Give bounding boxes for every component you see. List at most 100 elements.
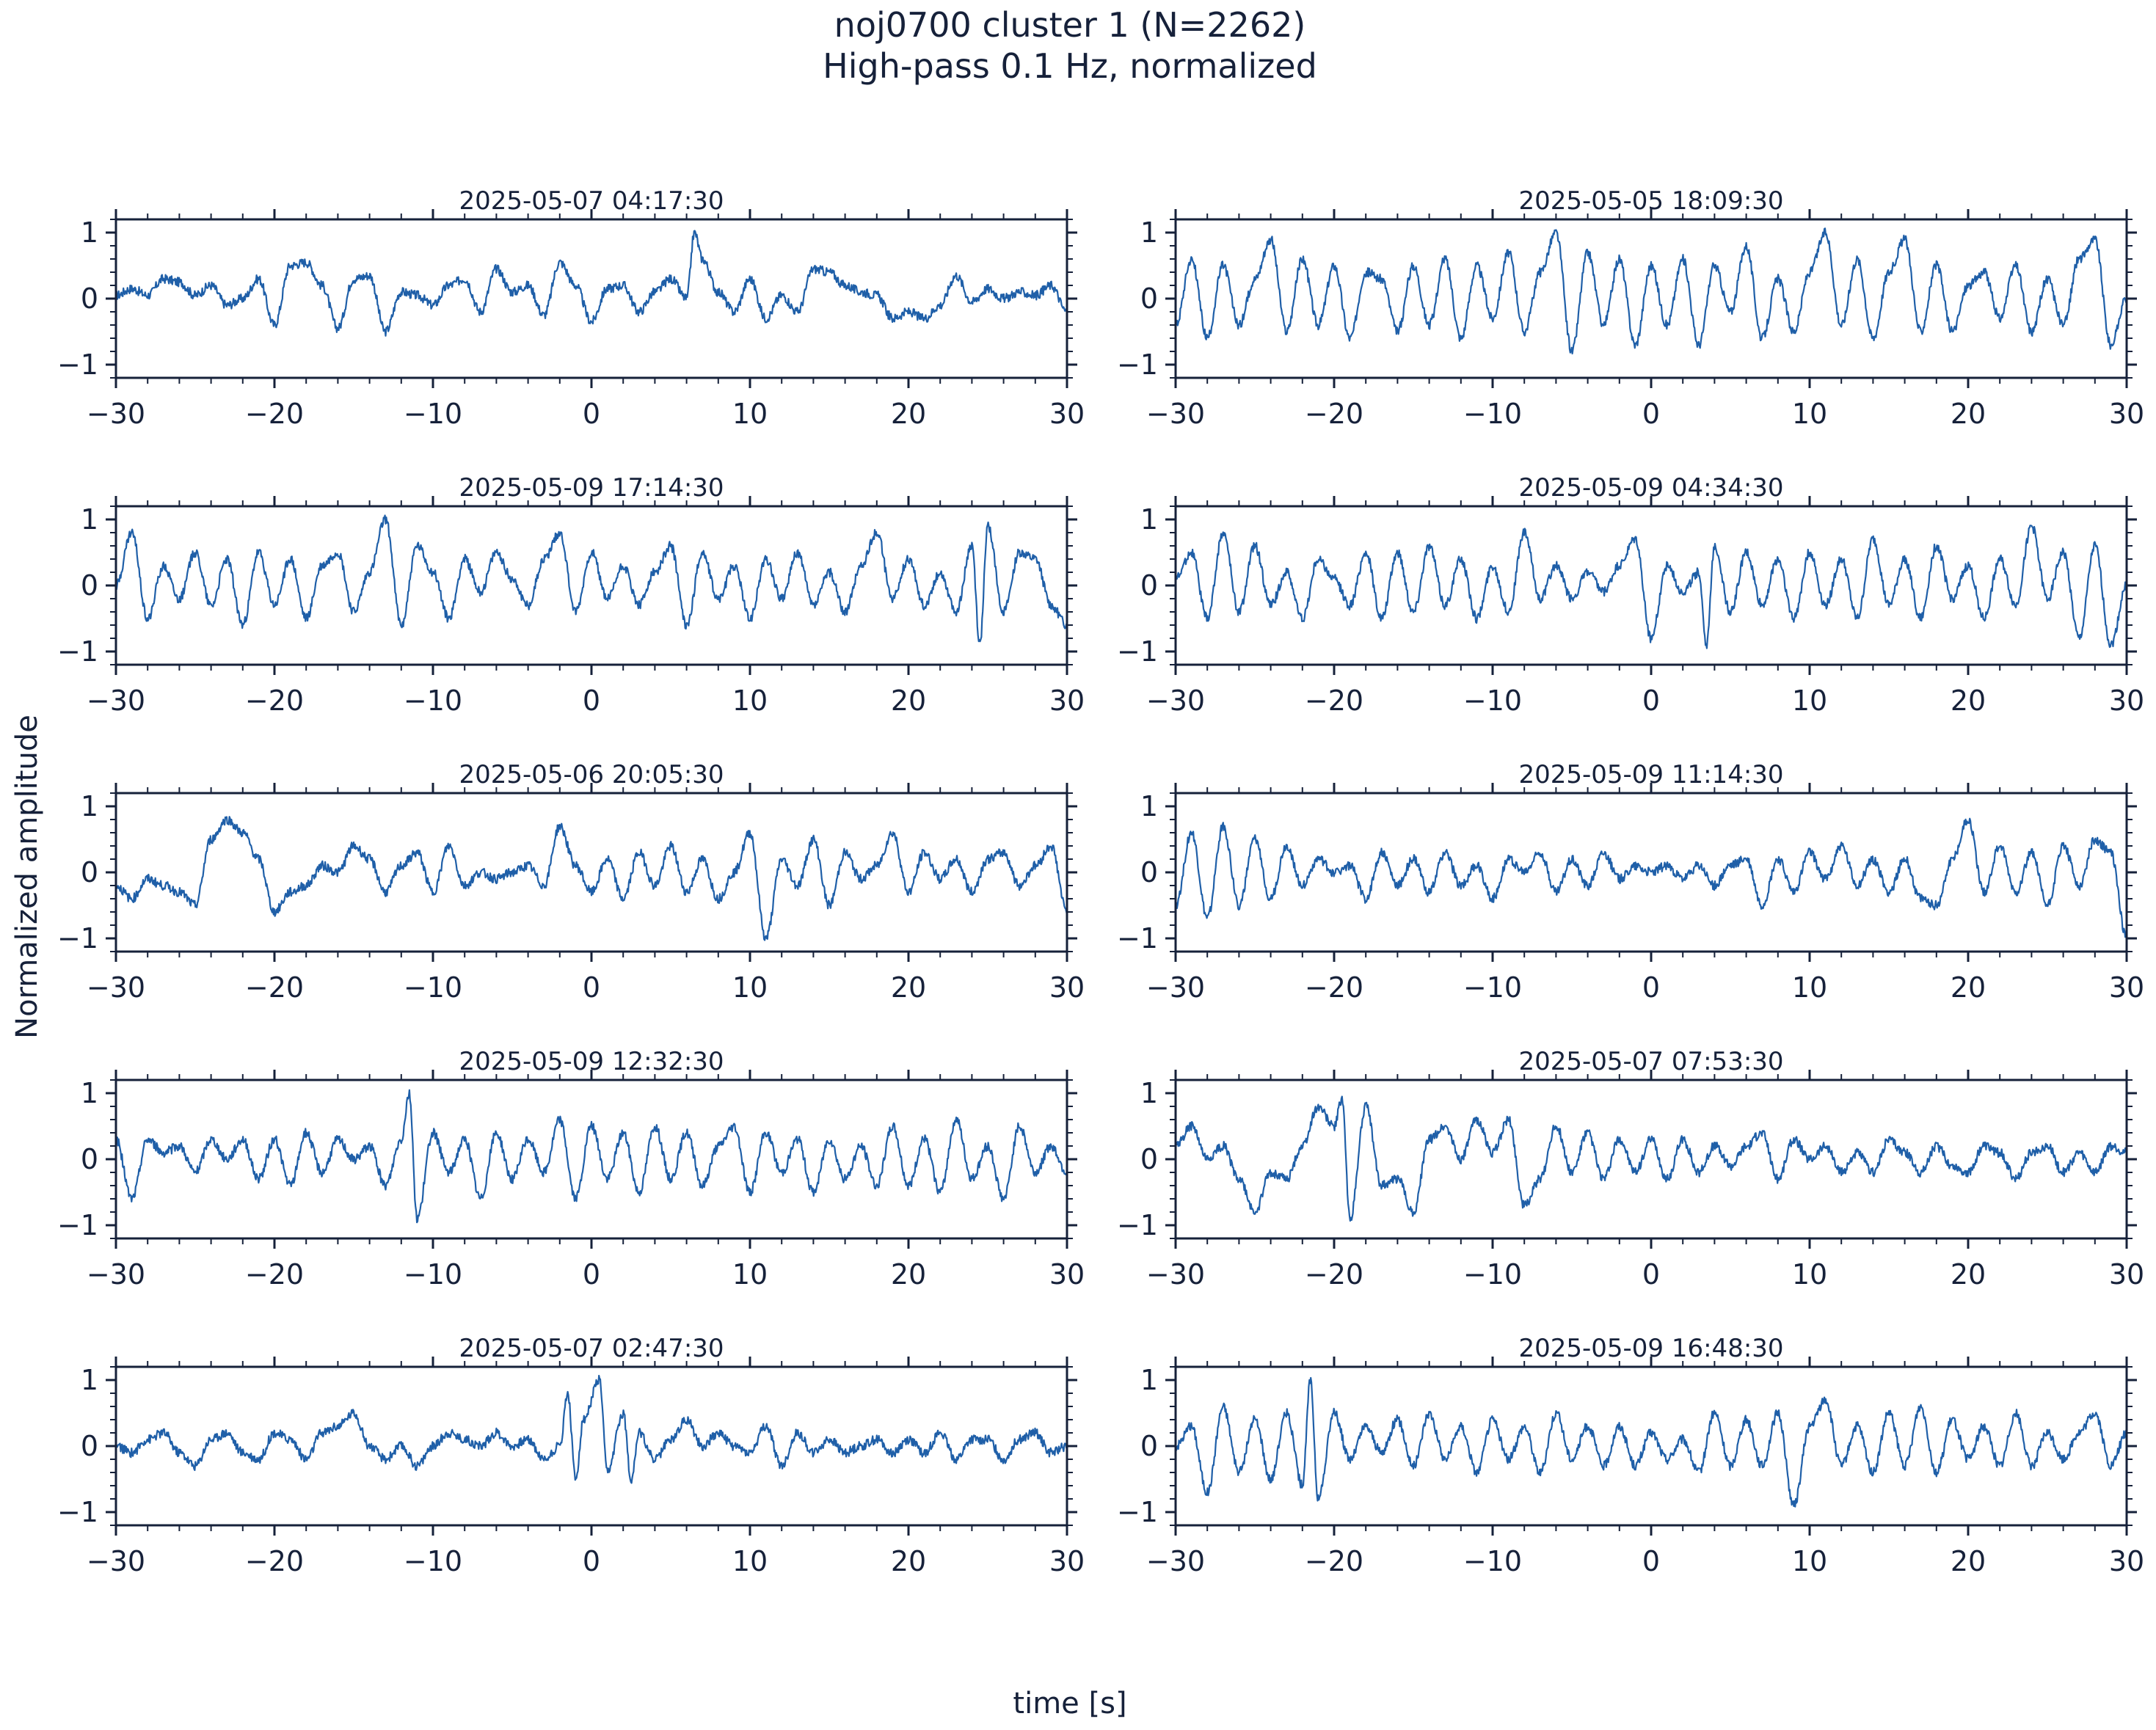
- y-tick-label: −1: [57, 635, 98, 668]
- waveform-line: [1174, 525, 2128, 649]
- y-tick-label: 1: [81, 216, 98, 249]
- x-tick-label: −20: [245, 398, 304, 430]
- y-tick-label: 0: [81, 569, 98, 602]
- x-tick-label: 0: [583, 398, 600, 430]
- x-tick-label: 20: [891, 398, 926, 430]
- y-tick-label: 0: [1140, 1143, 1158, 1175]
- x-tick-label: 20: [1951, 398, 1986, 430]
- y-tick-label: −1: [1117, 922, 1158, 955]
- x-tick-label: 0: [583, 1545, 600, 1577]
- x-tick-label: 30: [2109, 1545, 2144, 1577]
- x-tick-label: 10: [732, 685, 768, 717]
- x-tick-label: −20: [1305, 1258, 1363, 1291]
- y-tick-label: 1: [81, 1077, 98, 1109]
- x-tick-label: 20: [891, 1545, 926, 1577]
- x-tick-label: −30: [1146, 398, 1205, 430]
- x-tick-label: 30: [2109, 398, 2144, 430]
- y-axis-label: Normalized amplitude: [10, 715, 44, 1039]
- y-tick-label: −1: [57, 1496, 98, 1528]
- x-tick-label: 0: [1642, 1258, 1660, 1291]
- plot-frame: [114, 1078, 1068, 1240]
- y-tick-label: −1: [1117, 348, 1158, 381]
- y-tick-label: 1: [81, 790, 98, 822]
- x-tick-label: −20: [1305, 1545, 1363, 1577]
- x-tick-label: 10: [1792, 685, 1827, 717]
- waveform-line: [1174, 817, 2128, 941]
- x-tick-label: 30: [2109, 1258, 2144, 1291]
- y-tick-label: −1: [1117, 635, 1158, 668]
- x-tick-label: −10: [1463, 685, 1522, 717]
- x-tick-label: 10: [1792, 1258, 1827, 1291]
- y-tick-label: 0: [1140, 282, 1158, 315]
- y-tick-label: 0: [81, 1430, 98, 1462]
- x-tick-label: 0: [583, 1258, 600, 1291]
- x-tick-label: −30: [1146, 685, 1205, 717]
- x-tick-label: 10: [1792, 971, 1827, 1004]
- waveform-line: [114, 514, 1068, 643]
- x-tick-label: −10: [404, 1258, 462, 1291]
- x-tick-label: 20: [891, 971, 926, 1004]
- x-tick-label: 30: [1049, 971, 1085, 1004]
- x-tick-label: −20: [1305, 398, 1363, 430]
- x-tick-label: −30: [87, 685, 145, 717]
- x-tick-label: −30: [87, 1258, 145, 1291]
- y-tick-label: −1: [57, 1209, 98, 1241]
- y-tick-label: 0: [81, 1143, 98, 1175]
- x-tick-label: 0: [1642, 971, 1660, 1004]
- x-tick-label: 30: [1049, 685, 1085, 717]
- x-tick-label: −20: [245, 685, 304, 717]
- plot-frame: [114, 505, 1068, 666]
- y-tick-label: 1: [1140, 790, 1158, 822]
- x-tick-label: −10: [1463, 971, 1522, 1004]
- x-tick-label: −30: [1146, 1545, 1205, 1577]
- x-tick-label: 0: [583, 971, 600, 1004]
- waveform-line: [1174, 1095, 2128, 1222]
- x-tick-label: 20: [1951, 971, 1986, 1004]
- x-tick-label: 0: [1642, 1545, 1660, 1577]
- x-tick-label: −10: [1463, 1545, 1522, 1577]
- y-tick-label: 0: [81, 282, 98, 315]
- x-tick-label: 20: [891, 685, 926, 717]
- x-tick-label: 30: [1049, 398, 1085, 430]
- x-tick-label: 10: [732, 398, 768, 430]
- plot-frame: [114, 218, 1068, 379]
- x-tick-label: −10: [1463, 1258, 1522, 1291]
- x-tick-label: 10: [1792, 398, 1827, 430]
- y-tick-label: −1: [1117, 1209, 1158, 1241]
- y-tick-label: 1: [1140, 503, 1158, 536]
- x-tick-label: −10: [1463, 398, 1522, 430]
- x-tick-label: −10: [404, 685, 462, 717]
- x-tick-label: −30: [87, 971, 145, 1004]
- x-tick-label: 10: [732, 971, 768, 1004]
- x-tick-label: 20: [1951, 1258, 1986, 1291]
- x-tick-label: 10: [1792, 1545, 1827, 1577]
- x-tick-label: −10: [404, 971, 462, 1004]
- x-tick-label: 10: [732, 1258, 768, 1291]
- plot-frame: [114, 1365, 1068, 1527]
- y-tick-label: 1: [1140, 1077, 1158, 1109]
- figure-subtitle: High-pass 0.1 Hz, normalized: [823, 46, 1317, 86]
- x-tick-label: 0: [583, 685, 600, 717]
- x-tick-label: 30: [2109, 685, 2144, 717]
- x-tick-label: −30: [1146, 1258, 1205, 1291]
- x-tick-label: −10: [404, 398, 462, 430]
- waveform-line: [114, 816, 1068, 941]
- y-tick-label: 0: [81, 856, 98, 888]
- waveform-line: [114, 1374, 1068, 1484]
- y-tick-label: 0: [1140, 1430, 1158, 1462]
- x-tick-label: 20: [1951, 685, 1986, 717]
- x-tick-label: −10: [404, 1545, 462, 1577]
- waveform-line: [115, 1089, 1068, 1224]
- x-tick-label: 30: [1049, 1545, 1085, 1577]
- y-tick-label: 1: [81, 1364, 98, 1396]
- subplot-grid: 2025-05-07 04:17:30−30 −20 −10 0 10 20 3010−12…: [57, 186, 2144, 1577]
- figure-title: noj0700 cluster 1 (N=2262): [834, 5, 1306, 45]
- x-tick-label: −20: [245, 1545, 304, 1577]
